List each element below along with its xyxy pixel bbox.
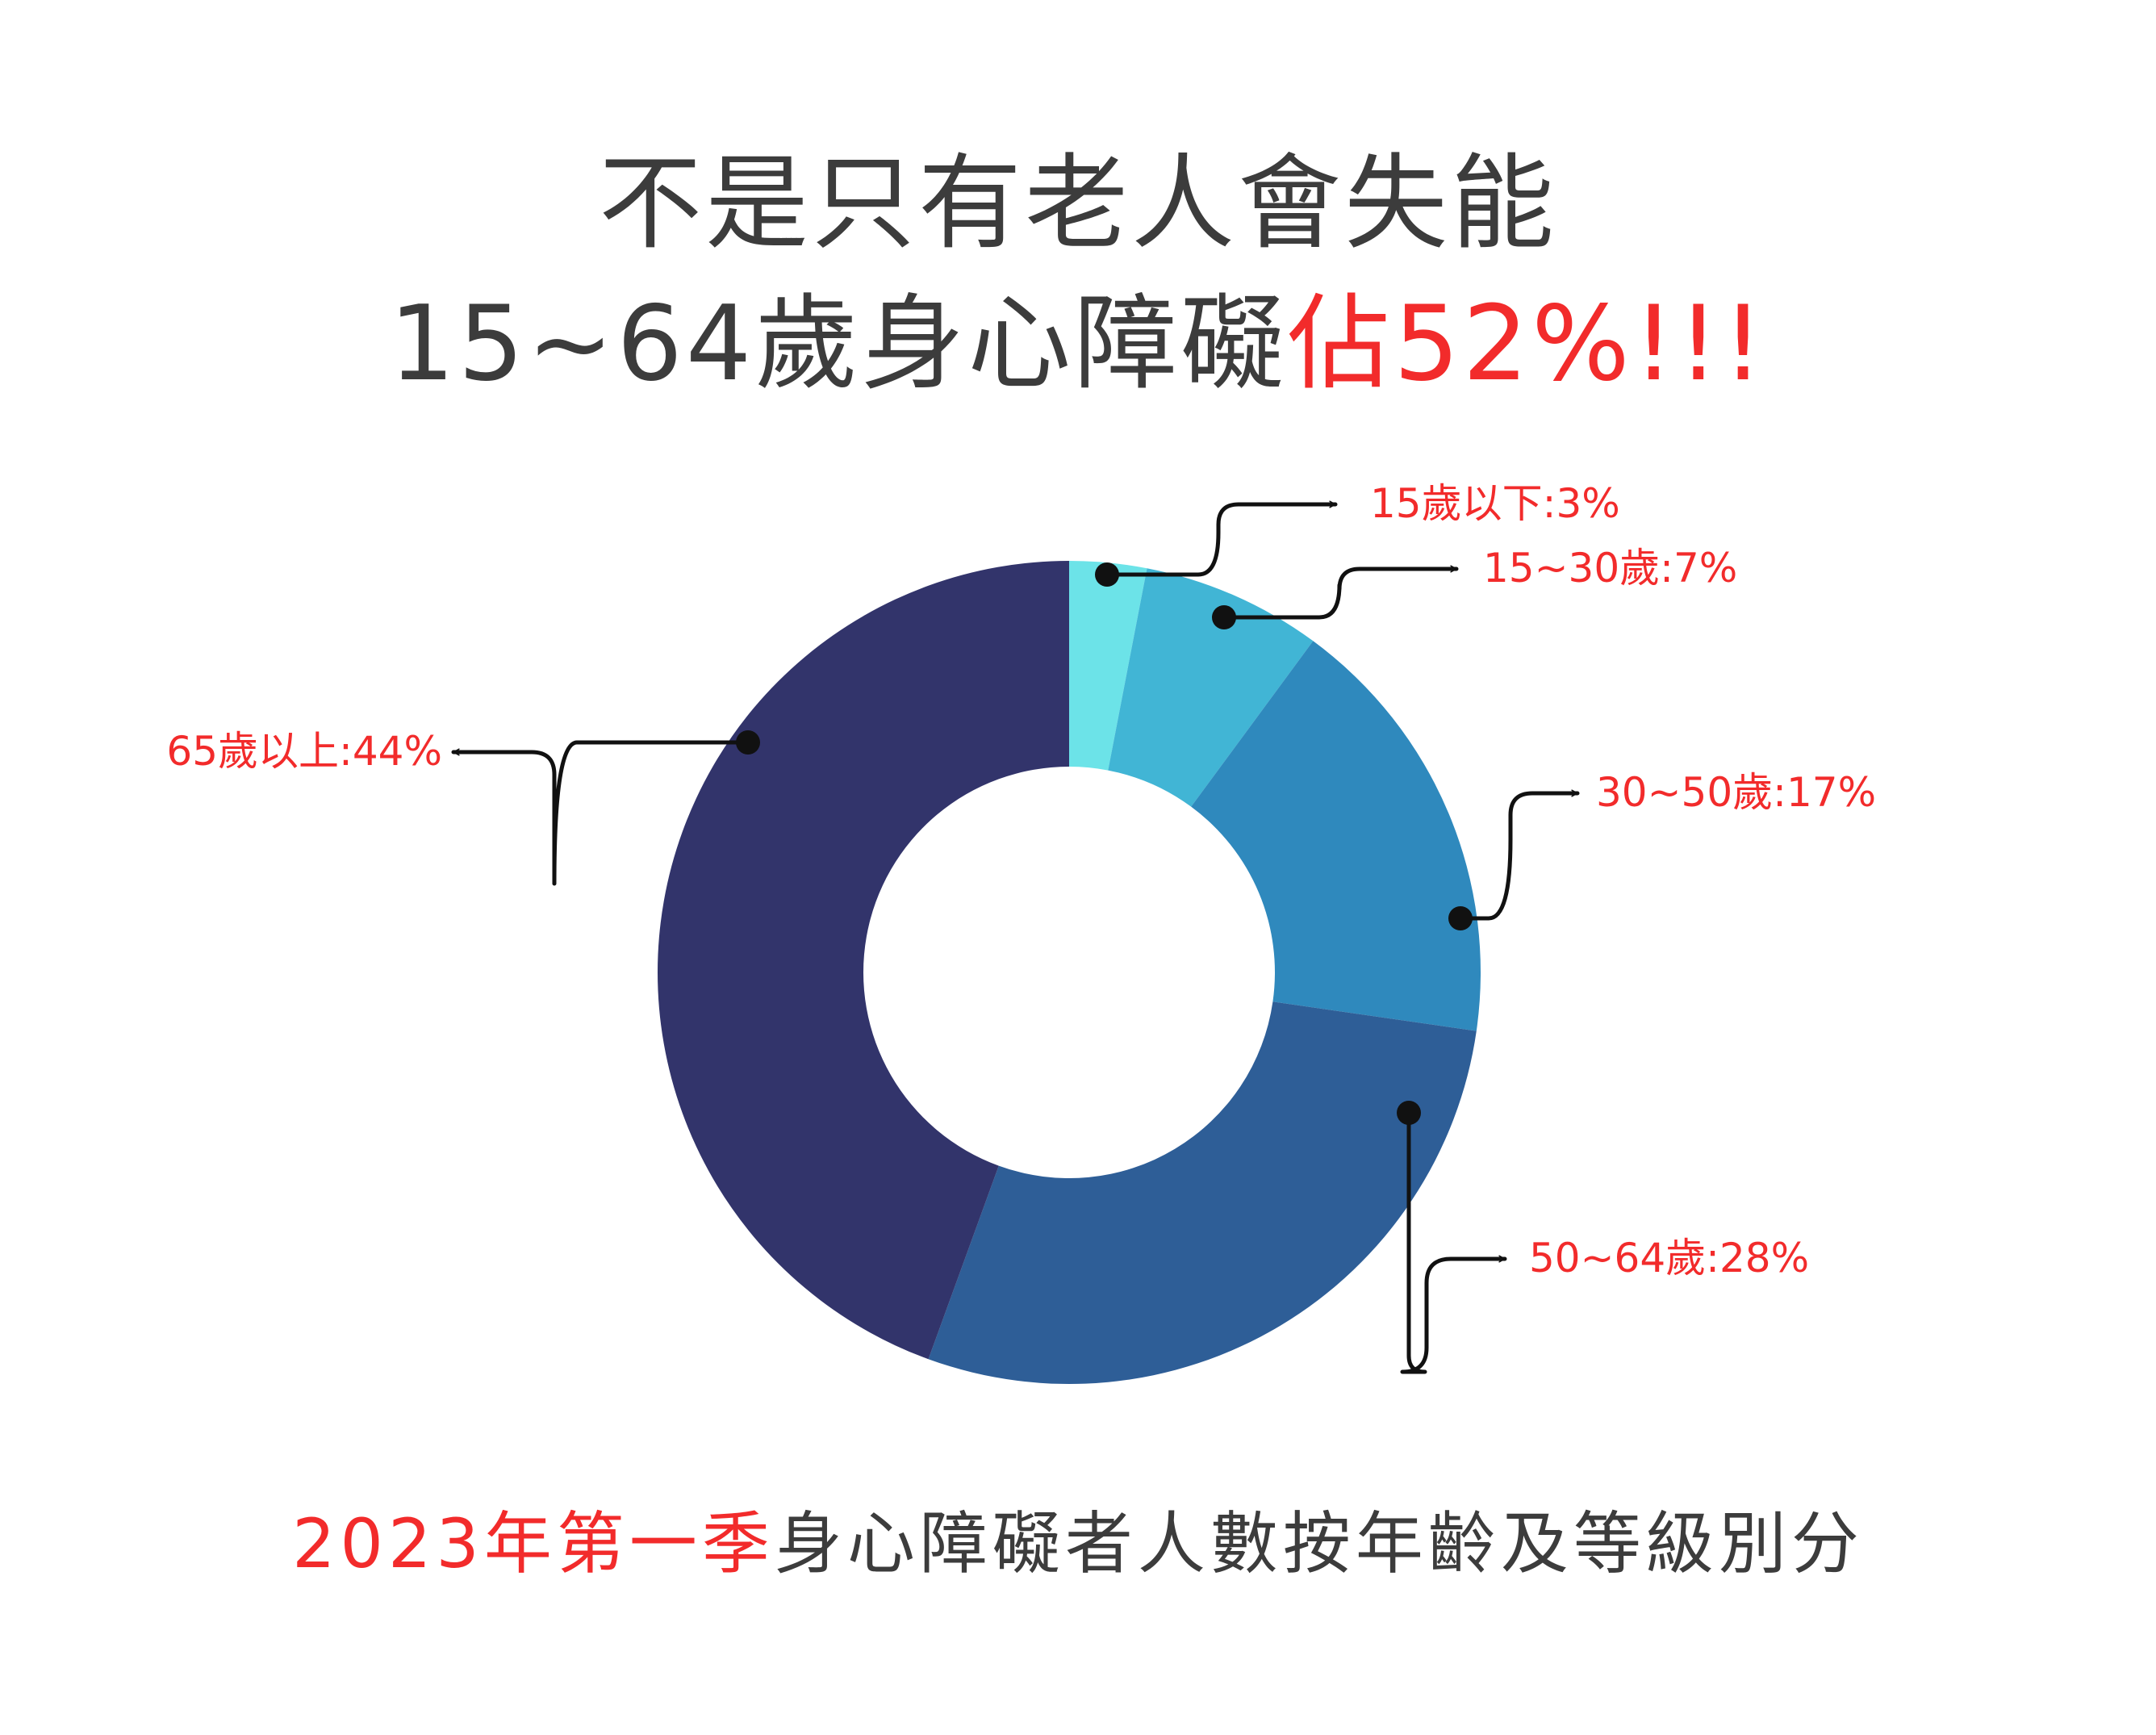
slice-label-3: 30~50歲:17% bbox=[1596, 769, 1876, 816]
donut-slice-1 bbox=[1069, 561, 1147, 771]
donut-slice-3 bbox=[1191, 641, 1481, 1031]
callout-arrow-5 bbox=[451, 740, 750, 886]
callout-arrow-2 bbox=[1222, 569, 1459, 620]
title-line-1: 不是只有老人會失能 bbox=[0, 144, 2156, 265]
donut-slice-2 bbox=[1108, 568, 1314, 807]
callout-arrow-3 bbox=[1458, 793, 1580, 921]
subtitle-highlight: 2023年第一季 bbox=[292, 1504, 775, 1583]
callout-arrow-4 bbox=[1400, 1110, 1507, 1374]
callouts: 15歲以下:3% 15~30歲:7% 30~50歲:17% 50~64歲:28% 65歲… bbox=[166, 480, 1876, 1374]
subtitle: 2023年第一季身心障礙者人數按年齡及等級別分 bbox=[0, 1499, 2156, 1588]
donut-slice-4 bbox=[928, 1001, 1477, 1385]
title-line-2-text: 15~64歲身心障礙 bbox=[389, 284, 1288, 404]
donut-slice-5 bbox=[657, 561, 1069, 1360]
callout-dot-1 bbox=[1095, 562, 1119, 587]
slice-label-5: 65歲以上:44% bbox=[166, 728, 442, 775]
callout-dot-5 bbox=[736, 730, 760, 755]
title-line-2-highlight: 佔52%!!! bbox=[1287, 284, 1767, 404]
callout-dot-2 bbox=[1212, 605, 1236, 629]
donut-slices bbox=[657, 561, 1481, 1385]
title-line-2: 15~64歲身心障礙佔52%!!! bbox=[0, 284, 2156, 405]
title-line-1-text: 不是只有老人會失能 bbox=[598, 144, 1557, 264]
slice-label-2: 15~30歲:7% bbox=[1483, 545, 1737, 592]
slice-label-4: 50~64歲:28% bbox=[1529, 1235, 1809, 1281]
slice-label-1: 15歲以下:3% bbox=[1370, 480, 1620, 527]
subtitle-text: 身心障礙者人數按年齡及等級別分 bbox=[774, 1504, 1864, 1583]
callout-dot-4 bbox=[1397, 1101, 1421, 1125]
callout-dot-3 bbox=[1448, 906, 1473, 930]
callout-arrow-1 bbox=[1105, 504, 1338, 577]
